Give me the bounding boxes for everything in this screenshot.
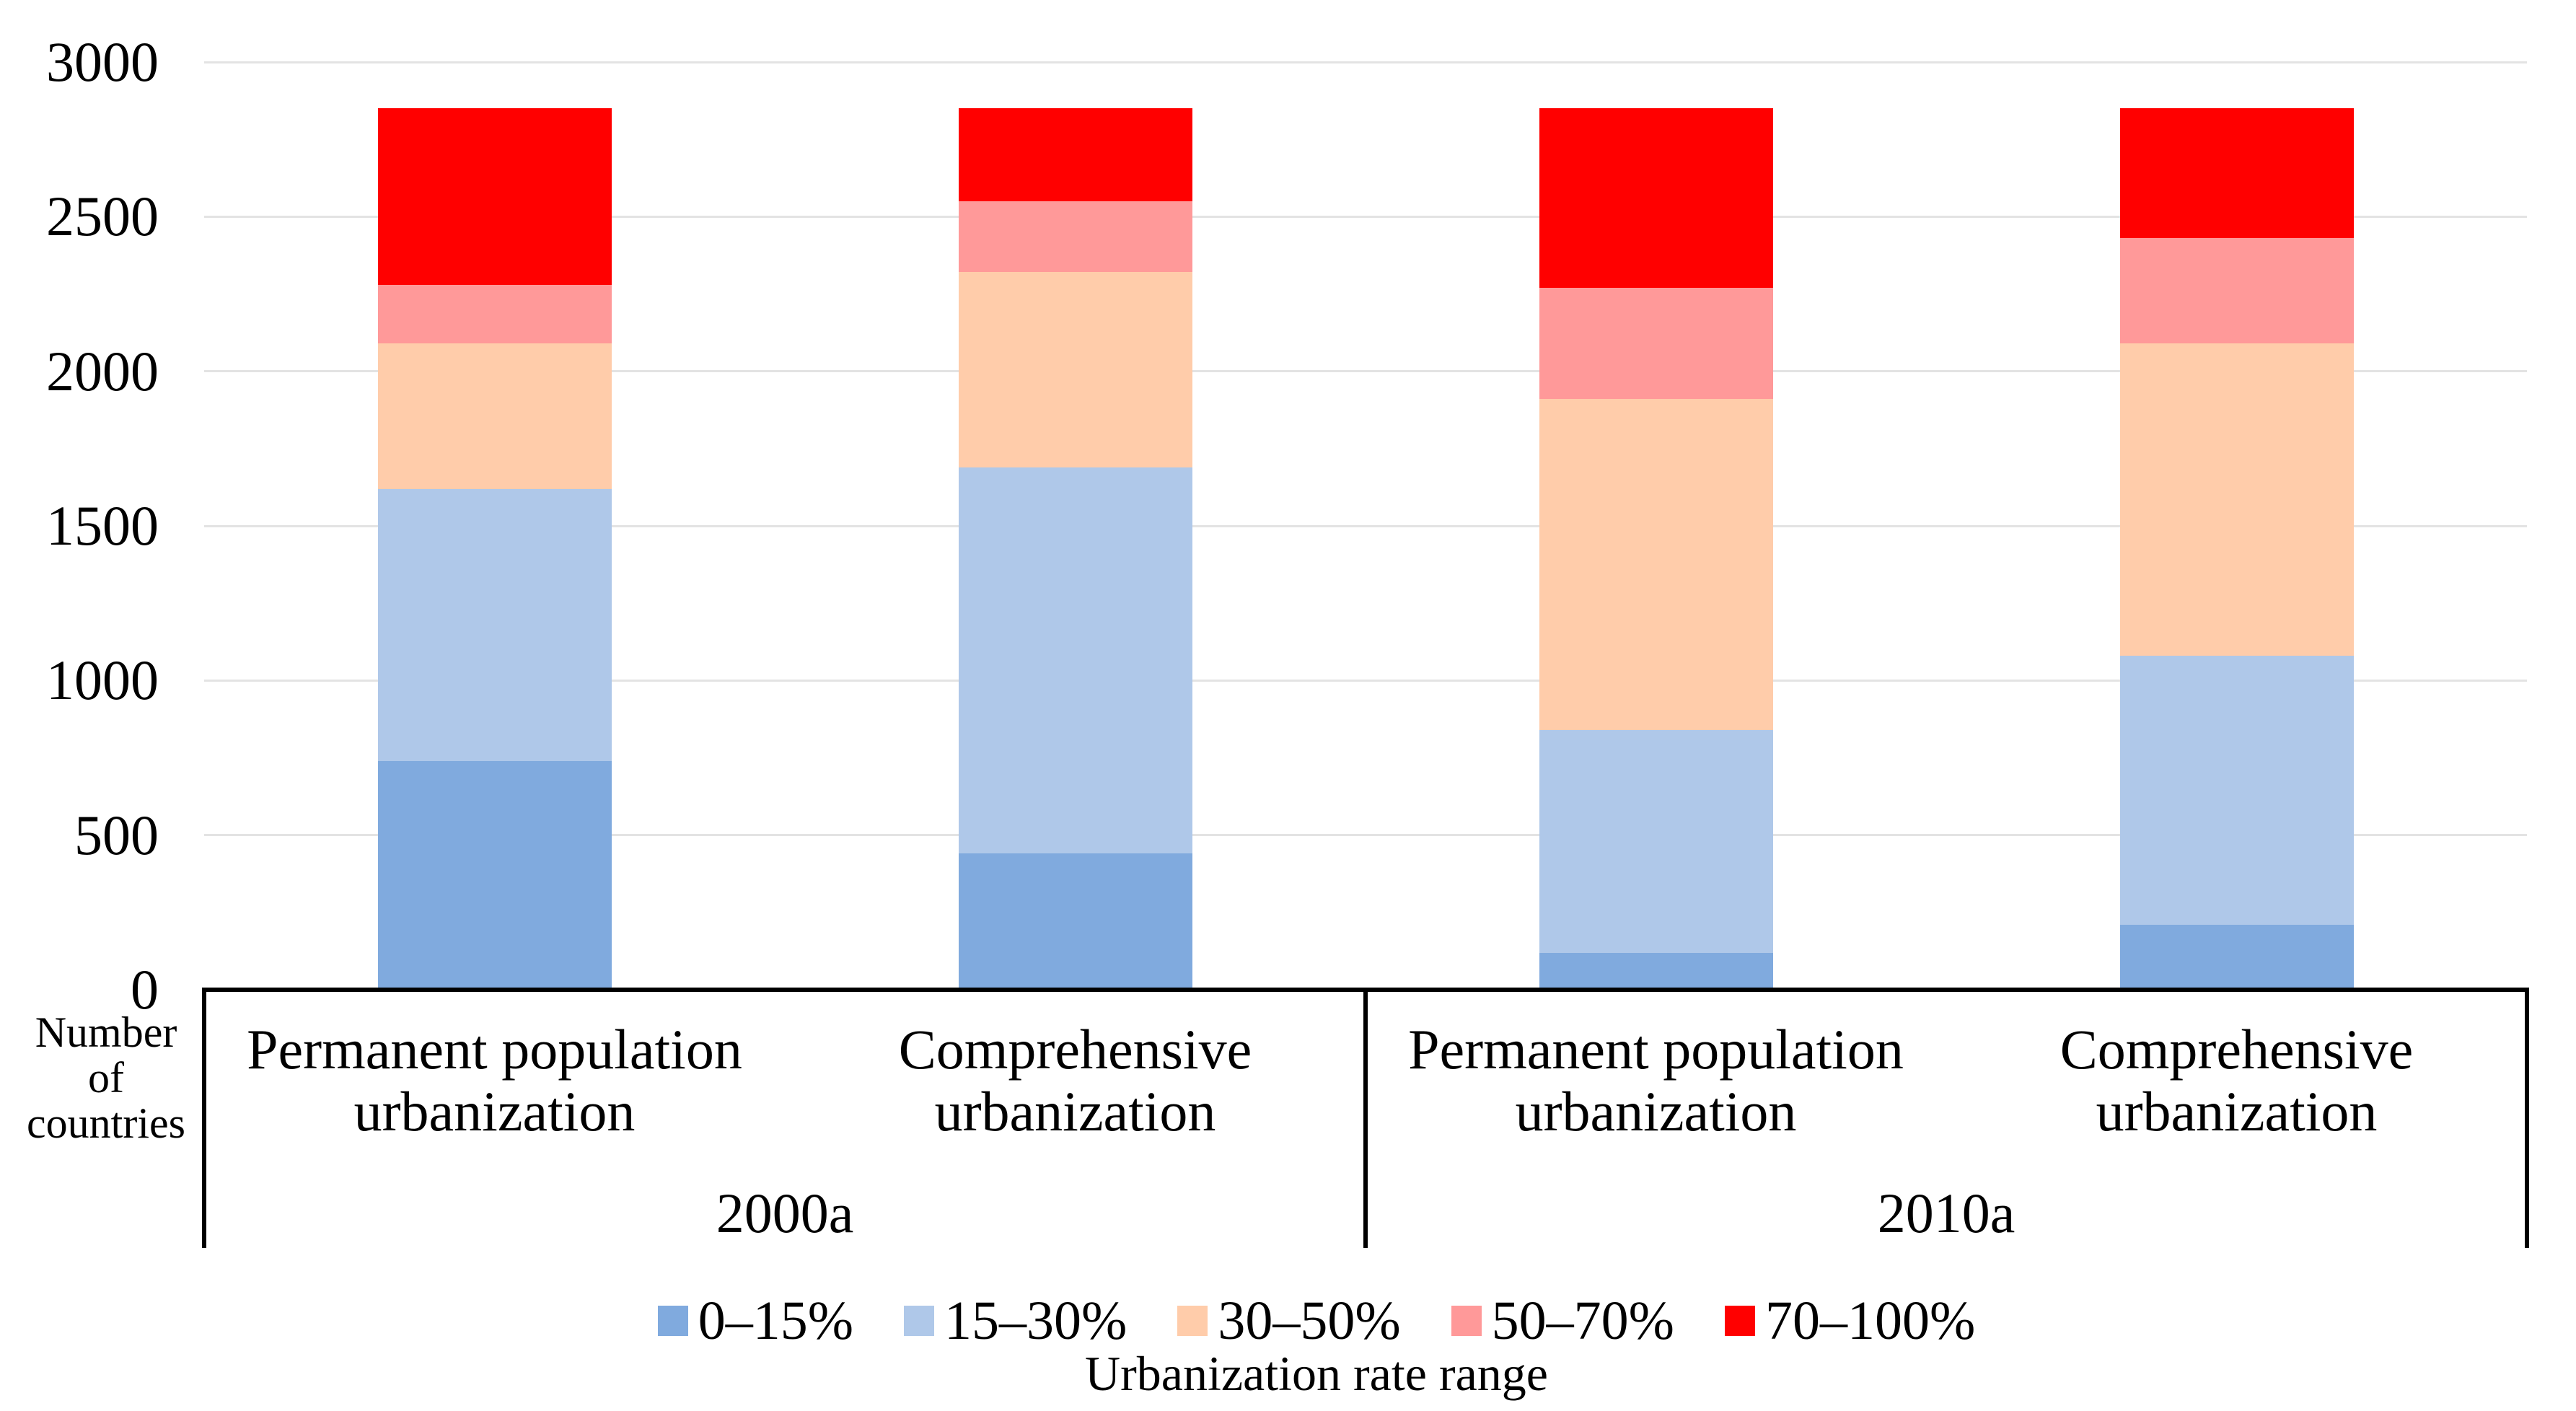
legend-label: 0–15% — [698, 1291, 854, 1351]
legend-label: 15–30% — [944, 1291, 1127, 1351]
category-label-text: Permanent population urbanization — [247, 1018, 742, 1143]
y-tick-label: 2000 — [46, 339, 159, 403]
category-label: Permanent population urbanization — [204, 1019, 785, 1143]
x-axis-title: Urbanization rate range — [1085, 1346, 1548, 1401]
y-tick-label: 3000 — [46, 30, 159, 93]
category-label-text: Comprehensive urbanization — [2060, 1018, 2414, 1143]
bar-segment — [2119, 108, 2354, 239]
legend-swatch-icon — [904, 1306, 935, 1336]
bar-segment — [1539, 287, 1773, 400]
y-tick-label: 0 — [131, 958, 159, 1021]
bar-segment — [1539, 108, 1773, 288]
legend-label: 70–100% — [1764, 1291, 1976, 1351]
legend-item: 70–100% — [1724, 1291, 1976, 1351]
bar-segment — [377, 488, 612, 761]
gridline — [204, 370, 2527, 373]
gridline — [204, 61, 2527, 63]
y-axis-title: Number of countries — [27, 1008, 185, 1147]
gridline — [204, 215, 2527, 218]
bar-segment — [377, 284, 612, 344]
group-label: 2000a — [716, 1182, 854, 1244]
legend-label: 30–50% — [1218, 1291, 1401, 1351]
bar-segment — [377, 343, 612, 489]
legend-item: 15–30% — [904, 1292, 1127, 1350]
bar-segment — [958, 272, 1192, 467]
bar-segment — [377, 108, 612, 285]
legend-item: 50–70% — [1451, 1292, 1674, 1350]
bar-segment — [958, 853, 1192, 990]
bar-segment — [958, 467, 1192, 854]
legend-swatch-icon — [1724, 1306, 1755, 1336]
category-label-text: Permanent population urbanization — [1408, 1018, 1904, 1143]
bar-segment — [2119, 343, 2354, 656]
legend-swatch-icon — [657, 1306, 688, 1336]
category-label-text: Comprehensive urbanization — [898, 1018, 1252, 1143]
legend-swatch-icon — [1177, 1306, 1208, 1336]
group-label: 2010a — [1877, 1182, 2015, 1244]
legend-label: 50–70% — [1491, 1291, 1674, 1351]
gridline — [204, 834, 2527, 837]
legend-item: 0–15% — [657, 1291, 854, 1351]
category-box-line — [2525, 990, 2529, 1248]
legend-swatch-icon — [1451, 1306, 1482, 1336]
bar-segment — [958, 108, 1192, 201]
bar-segment — [2119, 656, 2354, 925]
gridline — [204, 524, 2527, 527]
category-label: Comprehensive urbanization — [1946, 1019, 2527, 1143]
bar-segment — [958, 201, 1192, 273]
bar-segment — [377, 760, 612, 990]
gridline — [204, 679, 2527, 682]
legend-item: 30–50% — [1177, 1291, 1401, 1351]
y-tick-label: 1000 — [46, 649, 159, 712]
y-tick-label: 2500 — [46, 185, 159, 248]
bar-segment — [2119, 238, 2354, 344]
bar-segment — [1539, 399, 1773, 730]
bar-segment — [1539, 729, 1773, 953]
category-box-line — [1363, 990, 1368, 1248]
legend: 0–15% 15–30% 30–50% 50–70% 70–100% — [58, 1290, 2575, 1352]
y-tick-label: 500 — [74, 803, 159, 866]
bar-segment — [2119, 924, 2354, 990]
y-tick-label: 1500 — [46, 494, 159, 557]
category-label: Comprehensive urbanization — [785, 1019, 1366, 1143]
category-label: Permanent population urbanization — [1366, 1019, 1946, 1143]
category-box-line — [202, 990, 206, 1248]
bar-segment — [1539, 952, 1773, 990]
